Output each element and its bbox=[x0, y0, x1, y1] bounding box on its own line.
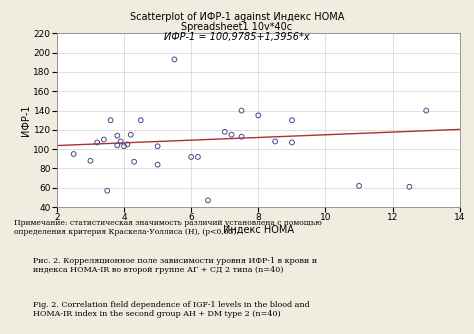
Point bbox=[127, 132, 135, 137]
Point bbox=[238, 108, 246, 113]
Point bbox=[154, 144, 161, 149]
Text: Spreadsheet1 10v*40c: Spreadsheet1 10v*40c bbox=[182, 22, 292, 32]
Point bbox=[107, 118, 114, 123]
Point bbox=[288, 140, 296, 145]
X-axis label: Индекс НОМА: Индекс НОМА bbox=[223, 225, 294, 235]
Point bbox=[154, 162, 161, 167]
Point bbox=[100, 137, 108, 142]
Point bbox=[255, 113, 262, 118]
Text: Scatterplot of ИФР-1 against Индекс НОМА: Scatterplot of ИФР-1 against Индекс НОМА bbox=[130, 12, 344, 22]
Text: Fig. 2. Correlation field dependence of IGF-1 levels in the blood and
HOMA-IR in: Fig. 2. Correlation field dependence of … bbox=[33, 301, 310, 318]
Point bbox=[117, 139, 125, 144]
Point bbox=[288, 118, 296, 123]
Point bbox=[70, 151, 77, 157]
Point bbox=[238, 134, 246, 139]
Point bbox=[228, 132, 235, 137]
Text: Примечание: статистическая значимость различий установлена с помощью
определения: Примечание: статистическая значимость ра… bbox=[14, 219, 322, 236]
Point bbox=[120, 144, 128, 149]
Point bbox=[194, 154, 201, 160]
Point bbox=[406, 184, 413, 189]
Point bbox=[93, 140, 101, 145]
Text: ИФР-1 = 100,9785+1,3956*x: ИФР-1 = 100,9785+1,3956*x bbox=[164, 32, 310, 42]
Point bbox=[171, 57, 178, 62]
Point bbox=[130, 159, 138, 164]
Y-axis label: ИФР-1: ИФР-1 bbox=[20, 105, 31, 136]
Point bbox=[221, 129, 228, 135]
Point bbox=[113, 143, 121, 148]
Point bbox=[271, 139, 279, 144]
Point bbox=[103, 188, 111, 193]
Point bbox=[87, 158, 94, 163]
Point bbox=[113, 133, 121, 138]
Point bbox=[137, 118, 145, 123]
Point bbox=[124, 142, 131, 147]
Point bbox=[187, 154, 195, 160]
Point bbox=[422, 108, 430, 113]
Point bbox=[204, 198, 212, 203]
Text: Рис. 2. Корреляционное поле зависимости уровня ИФР-1 в крови и
индекса HOMA-IR в: Рис. 2. Корреляционное поле зависимости … bbox=[33, 257, 318, 274]
Point bbox=[355, 183, 363, 188]
